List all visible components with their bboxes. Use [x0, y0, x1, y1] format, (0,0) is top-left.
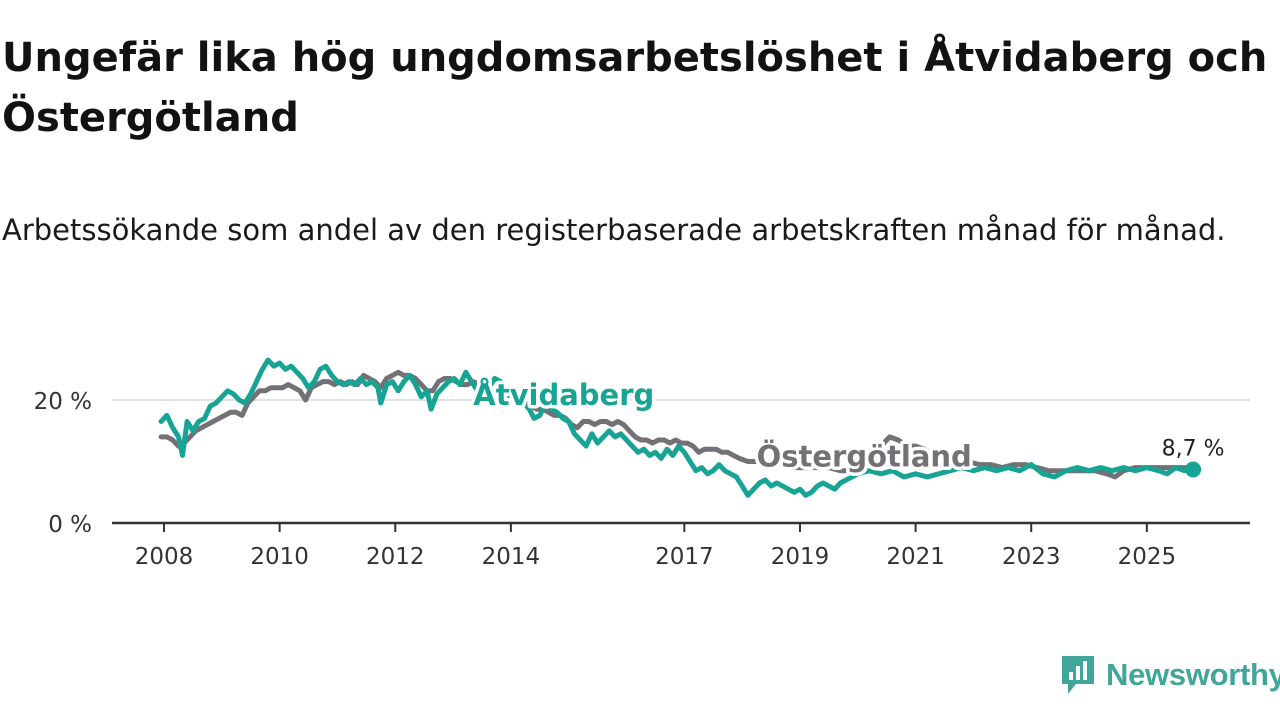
- series-layer: [158, 357, 1202, 498]
- chart-subtitle: Arbetssökande som andel av den registerb…: [2, 213, 1226, 247]
- series-labels: 8,7 % Åtvidaberg Östergötland: [470, 374, 1225, 477]
- chart-title: Ungefär lika hög ungdomsarbetslöshet i Å…: [2, 35, 1268, 141]
- newsworthy-logo-icon: [1062, 656, 1094, 694]
- x-tick-label-4: 2017: [655, 544, 714, 570]
- x-tick-label-7: 2023: [1002, 544, 1061, 570]
- newsworthy-wordmark: Newsworthy: [1106, 657, 1280, 692]
- gridlines: 0 % 20 %: [34, 389, 1250, 538]
- x-tick-label-2: 2012: [366, 544, 425, 570]
- x-tick-label-5: 2019: [771, 544, 830, 570]
- y-tick-label-1: 20 %: [34, 389, 92, 415]
- y-tick-label-0: 0 %: [48, 512, 92, 538]
- x-axis: 2008 2010 2012 2014 2017 2019 2021 2023 2025: [112, 521, 1250, 570]
- series-label-atvidaberg: Åtvidaberg: [473, 378, 654, 412]
- x-tick-label-3: 2014: [482, 544, 541, 570]
- series-label-ostergotland: Östergötland: [757, 439, 972, 473]
- end-value-label: 8,7 %: [1162, 436, 1225, 461]
- x-tick-label-8: 2025: [1118, 544, 1177, 570]
- series-line-1: [158, 369, 1196, 480]
- series-line-0: [158, 357, 1196, 498]
- end-point-marker: [1185, 461, 1202, 478]
- newsworthy-brand: Newsworthy: [1060, 654, 1280, 696]
- x-tick-label-0: 2008: [135, 544, 194, 570]
- x-tick-label-6: 2021: [886, 544, 945, 570]
- x-tick-label-1: 2010: [250, 544, 309, 570]
